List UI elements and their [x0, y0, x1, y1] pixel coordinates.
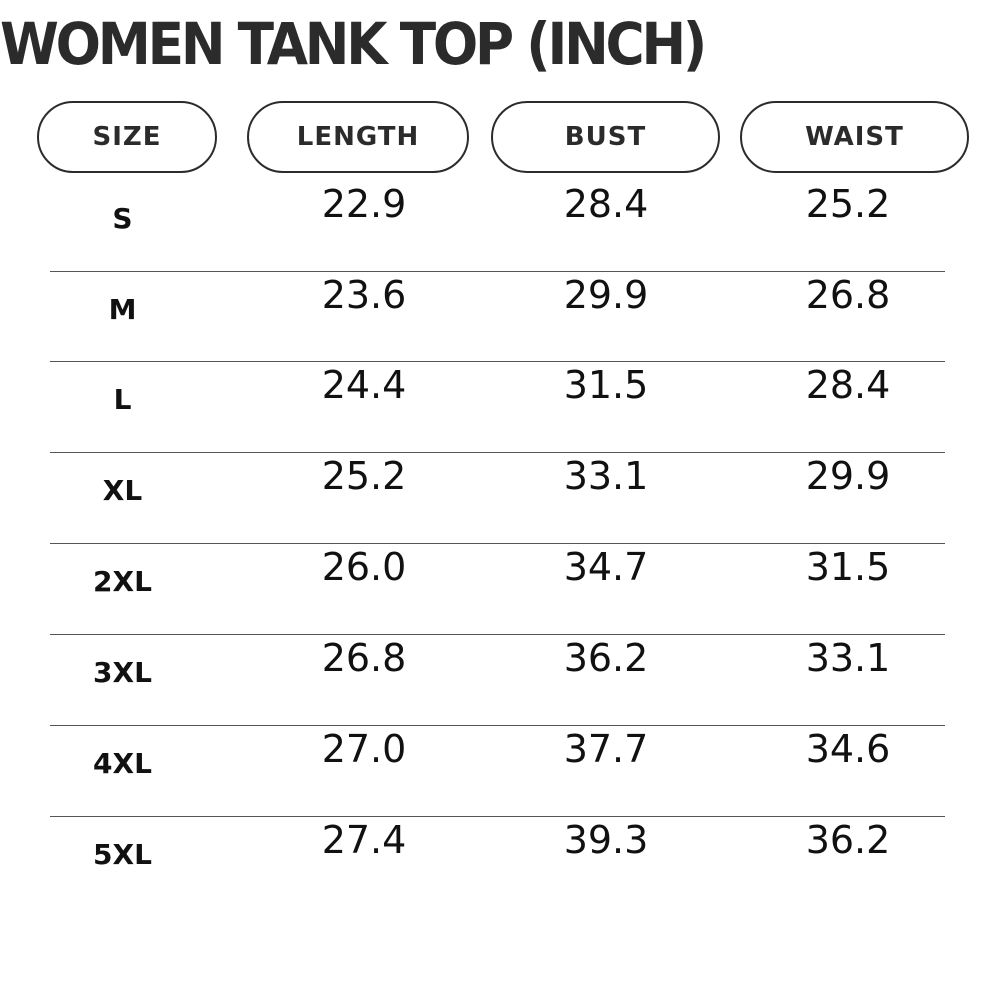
waist-value: 33.1 — [805, 636, 891, 680]
length-value: 23.6 — [321, 273, 407, 317]
size-label: 4XL — [93, 747, 152, 780]
waist-value: 28.4 — [805, 363, 891, 407]
waist-value: 36.2 — [805, 818, 891, 862]
header-bust: BUST — [491, 101, 720, 173]
waist-value: 31.5 — [805, 545, 891, 589]
table-row: 4XL 27.0 37.7 34.6 — [0, 725, 1000, 816]
table-row: L 24.4 31.5 28.4 — [0, 361, 1000, 452]
header-size: SIZE — [37, 101, 217, 173]
size-label: M — [108, 293, 137, 326]
bust-value: 39.3 — [563, 818, 649, 862]
header-waist: WAIST — [740, 101, 969, 173]
row-divider — [50, 725, 945, 726]
bust-value: 28.4 — [563, 182, 649, 226]
bust-value: 34.7 — [563, 545, 649, 589]
bust-value: 37.7 — [563, 727, 649, 771]
length-value: 24.4 — [321, 363, 407, 407]
bust-value: 36.2 — [563, 636, 649, 680]
table-row: M 23.6 29.9 26.8 — [0, 271, 1000, 362]
size-label: 3XL — [93, 656, 152, 689]
waist-value: 26.8 — [805, 273, 891, 317]
table-row: 2XL 26.0 34.7 31.5 — [0, 543, 1000, 634]
waist-value: 25.2 — [805, 182, 891, 226]
table-row: XL 25.2 33.1 29.9 — [0, 452, 1000, 543]
size-label: L — [113, 383, 132, 416]
bust-value: 31.5 — [563, 363, 649, 407]
row-divider — [50, 452, 945, 453]
length-value: 26.8 — [321, 636, 407, 680]
table-row: 3XL 26.8 36.2 33.1 — [0, 634, 1000, 725]
length-value: 25.2 — [321, 454, 407, 498]
length-value: 27.0 — [321, 727, 407, 771]
header-length: LENGTH — [247, 101, 469, 173]
table-row: 5XL 27.4 39.3 36.2 — [0, 816, 1000, 907]
size-label: 2XL — [93, 565, 152, 598]
row-divider — [50, 361, 945, 362]
bust-value: 29.9 — [563, 273, 649, 317]
size-label: S — [112, 202, 133, 235]
size-label: XL — [102, 474, 143, 507]
table-row: S 22.9 28.4 25.2 — [0, 180, 1000, 271]
length-value: 22.9 — [321, 182, 407, 226]
row-divider — [50, 271, 945, 272]
waist-value: 29.9 — [805, 454, 891, 498]
row-divider — [50, 543, 945, 544]
row-divider — [50, 816, 945, 817]
row-divider — [50, 634, 945, 635]
length-value: 27.4 — [321, 818, 407, 862]
size-label: 5XL — [93, 838, 152, 871]
waist-value: 34.6 — [805, 727, 891, 771]
length-value: 26.0 — [321, 545, 407, 589]
bust-value: 33.1 — [563, 454, 649, 498]
page-title: WOMEN TANK TOP (INCH) — [0, 10, 707, 78]
